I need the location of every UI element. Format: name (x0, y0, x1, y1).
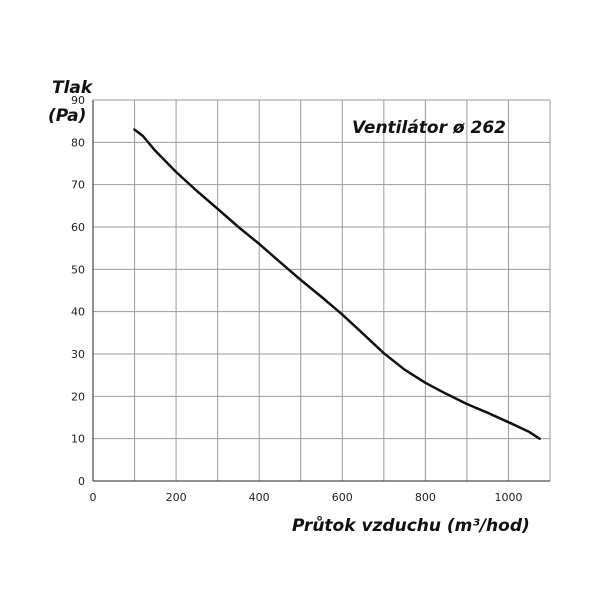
y-tick-label-60: 60 (71, 221, 85, 234)
x-axis-label: Průtok vzduchu (m³/hod) (292, 515, 530, 536)
x-tick-label-400: 400 (249, 491, 270, 504)
y-tick-label-30: 30 (71, 348, 85, 361)
y-tick-label-80: 80 (71, 136, 85, 149)
y-axis-label-line2: (Pa) (48, 106, 86, 126)
x-tick-label-200: 200 (166, 491, 187, 504)
y-tick-labels: 0 10 20 30 40 50 60 70 80 90 (71, 94, 85, 488)
y-tick-label-10: 10 (71, 433, 85, 446)
y-axis-label-line1: Tlak (52, 78, 94, 98)
y-tick-label-70: 70 (71, 179, 85, 192)
x-tick-labels: 0 200 400 600 800 1000 (90, 491, 523, 504)
series-line-pressure-curve (133, 128, 541, 440)
x-tick-label-1000: 1000 (494, 491, 522, 504)
chart-title: Ventilátor ø 262 (352, 118, 506, 138)
x-tick-label-600: 600 (332, 491, 353, 504)
vertical-grid-lines (134, 100, 551, 481)
horizontal-grid-lines (93, 99, 550, 440)
y-tick-label-0: 0 (78, 475, 85, 488)
y-tick-label-20: 20 (71, 390, 85, 403)
x-tick-label-0: 0 (90, 491, 97, 504)
y-tick-label-50: 50 (71, 263, 85, 276)
y-tick-label-90: 90 (71, 94, 85, 107)
axes (92, 100, 550, 482)
y-tick-label-40: 40 (71, 306, 85, 319)
x-tick-label-800: 800 (415, 491, 436, 504)
